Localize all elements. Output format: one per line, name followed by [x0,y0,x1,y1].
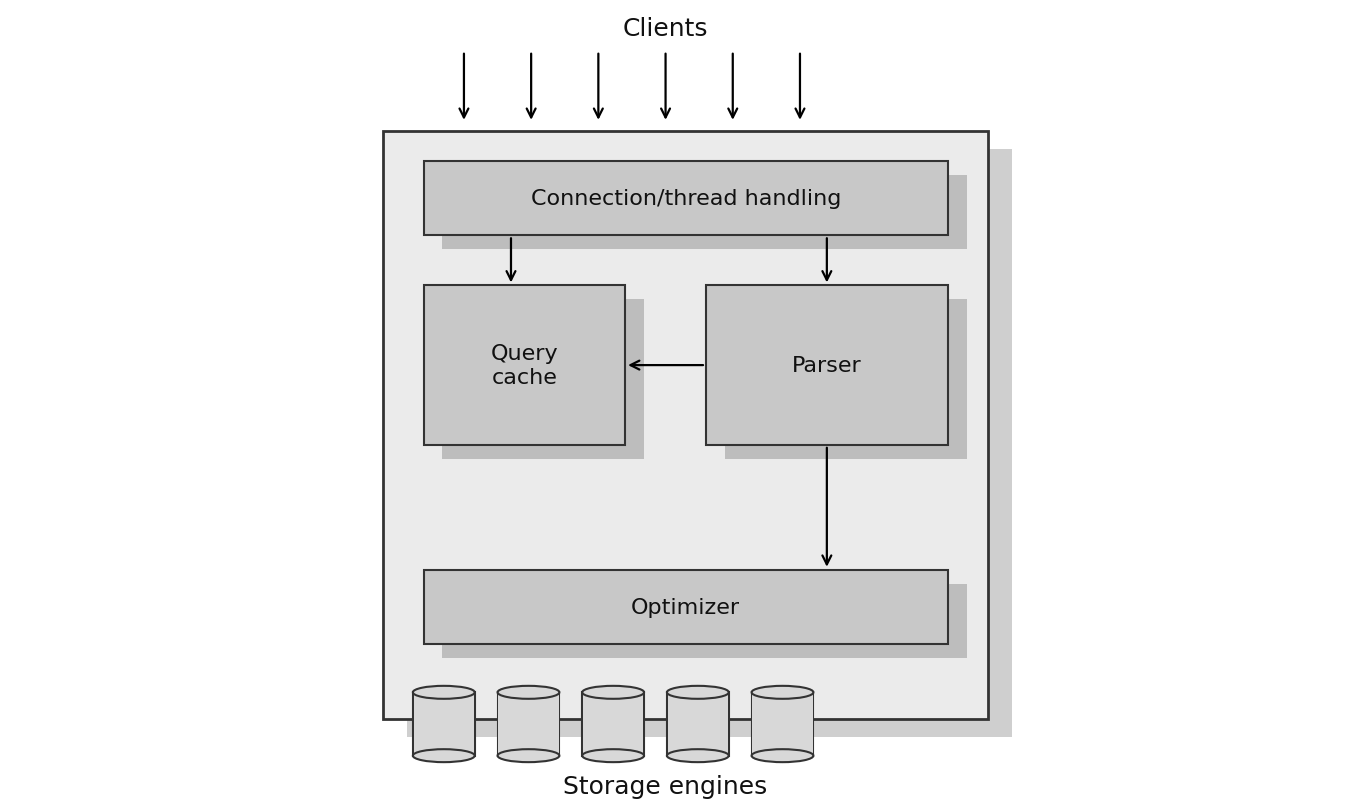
Ellipse shape [413,686,475,699]
Text: Connection/thread handling: Connection/thread handling [531,189,841,208]
Text: Storage engines: Storage engines [564,775,767,798]
Bar [414,693,474,756]
Bar [443,300,644,459]
Bar [752,693,812,756]
Bar [498,693,558,756]
Ellipse shape [751,749,813,762]
Bar [725,300,967,459]
Bar [668,693,728,756]
Ellipse shape [497,686,559,699]
Ellipse shape [413,749,475,762]
Bar [413,693,475,756]
Bar [706,286,948,445]
Ellipse shape [583,686,644,699]
Ellipse shape [667,686,729,699]
Bar [583,693,644,756]
Ellipse shape [667,749,729,762]
Ellipse shape [583,749,644,762]
Bar [424,286,625,445]
Ellipse shape [497,749,559,762]
Bar [583,693,644,756]
Text: Parser: Parser [792,356,862,375]
Bar [751,693,813,756]
Bar [443,175,967,250]
Bar [383,131,989,719]
Bar [497,693,559,756]
Bar [407,149,1012,737]
Bar [667,693,729,756]
Text: Optimizer: Optimizer [631,597,740,617]
Text: Query
cache: Query cache [490,344,558,387]
Bar [424,570,948,645]
Bar [443,584,967,659]
Ellipse shape [751,686,813,699]
Bar [424,161,948,236]
Text: Clients: Clients [623,17,709,41]
